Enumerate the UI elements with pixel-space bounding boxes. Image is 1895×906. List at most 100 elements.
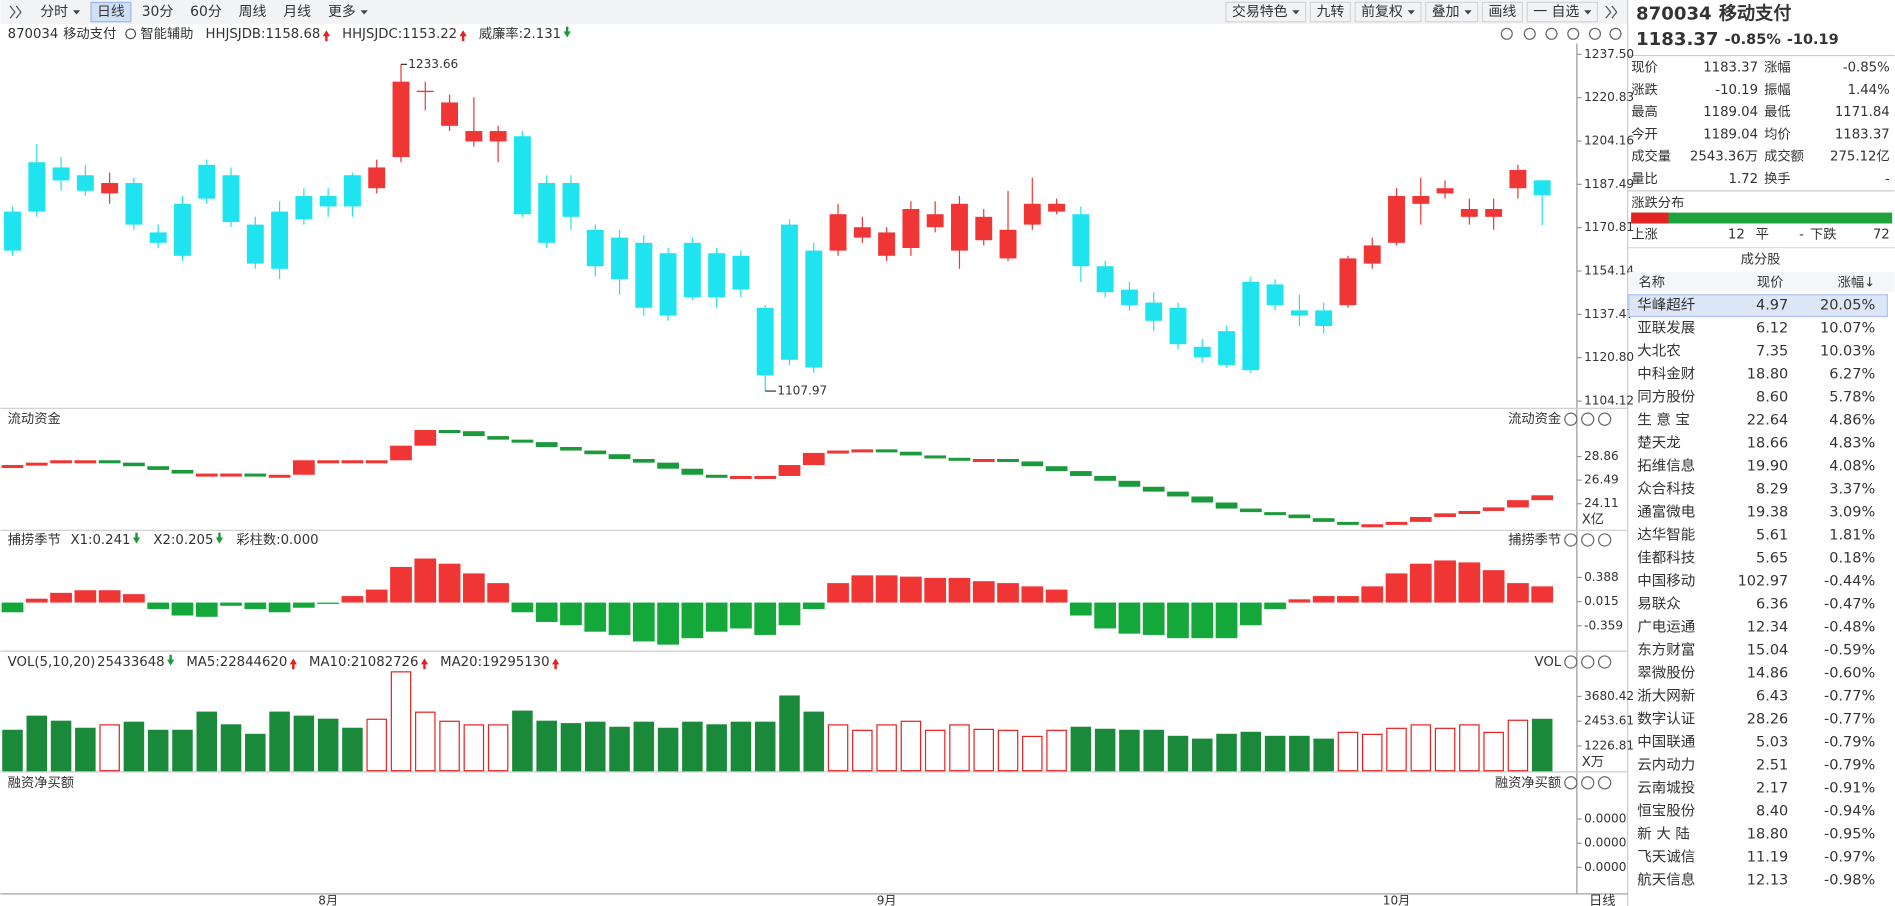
hunt-bar bbox=[414, 558, 437, 603]
hunt-bar bbox=[1118, 602, 1141, 634]
panel-icon[interactable] bbox=[1598, 533, 1612, 547]
component-name[interactable]: 亚联发展 bbox=[1637, 320, 1695, 337]
table-title: 成分股 bbox=[1741, 252, 1781, 268]
toolbar-button[interactable]: 分时 bbox=[40, 4, 68, 20]
panel-icon[interactable] bbox=[1564, 533, 1578, 547]
quote-value: - bbox=[1885, 172, 1890, 187]
panel-title: 捕捞季节 bbox=[8, 532, 61, 548]
hunt-bar bbox=[74, 590, 97, 603]
component-name[interactable]: 翠微股份 bbox=[1637, 665, 1695, 682]
component-name[interactable]: 新 大 陆 bbox=[1637, 826, 1690, 843]
chart-tool-icon[interactable] bbox=[1588, 27, 1602, 40]
component-name[interactable]: 楚天龙 bbox=[1637, 435, 1680, 452]
toolbar-button[interactable]: 九转 bbox=[1316, 4, 1344, 20]
panel-icon[interactable] bbox=[1598, 655, 1612, 669]
chart-tool-icon[interactable] bbox=[1500, 27, 1513, 40]
high-annotation: 1233.66 bbox=[408, 57, 458, 71]
table-header[interactable]: 涨幅↓ bbox=[1838, 275, 1876, 291]
component-name[interactable]: 数字认证 bbox=[1637, 711, 1695, 728]
toolbar-button[interactable]: 交易特色 bbox=[1232, 3, 1288, 20]
component-change: 20.05% bbox=[1820, 298, 1875, 314]
flow-bar bbox=[1482, 507, 1505, 511]
table-header[interactable]: 现价 bbox=[1757, 276, 1784, 291]
component-name[interactable]: 中科金财 bbox=[1637, 366, 1695, 383]
volume-bar bbox=[1289, 735, 1310, 772]
chart-tool-icon[interactable] bbox=[1523, 27, 1536, 40]
hunt-bar bbox=[851, 575, 874, 603]
assist-icon[interactable] bbox=[125, 28, 137, 40]
candle-body bbox=[926, 214, 944, 228]
component-name[interactable]: 拓维信息 bbox=[1637, 458, 1695, 475]
toolbar-button[interactable]: 一 自选 bbox=[1533, 4, 1579, 20]
panel-icon[interactable] bbox=[1564, 776, 1578, 790]
chart-tool-icon[interactable] bbox=[1609, 27, 1622, 40]
volume-bar bbox=[706, 724, 727, 772]
component-name[interactable]: 广电运通 bbox=[1637, 619, 1695, 636]
candle-body bbox=[1218, 331, 1236, 365]
component-name[interactable]: 飞天诚信 bbox=[1637, 849, 1695, 866]
component-name[interactable]: 东方财富 bbox=[1637, 641, 1695, 659]
toolbar-button[interactable]: 周线 bbox=[239, 4, 267, 20]
panel-icon[interactable] bbox=[1598, 776, 1612, 790]
candle-body bbox=[101, 183, 119, 194]
table-header[interactable]: 名称 bbox=[1638, 275, 1665, 291]
toolbar-button[interactable]: 画线 bbox=[1489, 4, 1517, 20]
component-name[interactable]: 恒宝股份 bbox=[1637, 803, 1695, 820]
component-name[interactable]: 佳都科技 bbox=[1637, 550, 1695, 567]
volume-bar bbox=[1313, 738, 1334, 772]
toolbar-bg bbox=[0, 0, 1895, 25]
hunt-bar bbox=[657, 602, 679, 645]
component-change: 10.03% bbox=[1820, 344, 1875, 360]
component-change: 6.27% bbox=[1829, 367, 1875, 383]
panel-icon[interactable] bbox=[1564, 655, 1578, 669]
candle-body bbox=[319, 196, 337, 207]
component-change: -0.79% bbox=[1824, 758, 1875, 774]
collapse-icon[interactable] bbox=[9, 5, 22, 19]
component-name[interactable]: 华峰超纤 bbox=[1637, 297, 1695, 314]
panel-icon[interactable] bbox=[1564, 412, 1578, 426]
hunt-bar bbox=[293, 602, 315, 608]
component-name[interactable]: 浙大网新 bbox=[1637, 688, 1695, 705]
volume-bar bbox=[50, 720, 72, 772]
toolbar-button[interactable]: 30分 bbox=[142, 4, 174, 20]
candle-body bbox=[1485, 209, 1503, 217]
volume-bar bbox=[900, 720, 922, 772]
component-name[interactable]: 易联众 bbox=[1637, 596, 1680, 613]
toolbar-button[interactable]: 60分 bbox=[190, 4, 222, 20]
panel-icon[interactable] bbox=[1581, 533, 1595, 547]
x-tick-label: 9月 bbox=[877, 894, 897, 906]
volume-bar bbox=[1070, 726, 1092, 772]
panel-icon[interactable] bbox=[1581, 412, 1595, 426]
toolbar-button[interactable]: 更多 bbox=[328, 3, 356, 20]
volume-bar bbox=[536, 720, 557, 772]
panel-icon[interactable] bbox=[1598, 412, 1612, 426]
volume-bar bbox=[1386, 727, 1407, 772]
toolbar-button[interactable]: 叠加 bbox=[1432, 4, 1460, 20]
volume-bar bbox=[1264, 735, 1286, 772]
component-name[interactable]: 中国移动 bbox=[1637, 573, 1695, 590]
flow-bar bbox=[268, 474, 291, 478]
component-name[interactable]: 航天信息 bbox=[1637, 872, 1695, 889]
toolbar-button[interactable]: 日线 bbox=[97, 4, 125, 20]
chart-tool-icon[interactable] bbox=[1545, 27, 1558, 40]
component-name[interactable]: 众合科技 bbox=[1637, 481, 1695, 498]
component-name[interactable]: 大北农 bbox=[1637, 343, 1680, 360]
component-name[interactable]: 云内动力 bbox=[1637, 757, 1695, 774]
candle-body bbox=[1290, 310, 1308, 316]
flow-bar bbox=[1239, 508, 1262, 513]
panel-icon[interactable] bbox=[1581, 655, 1595, 669]
chart-tool-icon[interactable] bbox=[1567, 27, 1580, 40]
component-name[interactable]: 云南城投 bbox=[1637, 780, 1695, 797]
component-name[interactable]: 同方股份 bbox=[1637, 389, 1695, 406]
component-name[interactable]: 生 意 宝 bbox=[1637, 411, 1690, 429]
component-name[interactable]: 达华智能 bbox=[1637, 527, 1695, 544]
toolbar-button[interactable]: 月线 bbox=[283, 4, 311, 20]
volume-bar bbox=[1094, 728, 1116, 772]
volume-bar bbox=[75, 727, 96, 772]
toolbar-button[interactable]: 前复权 bbox=[1361, 3, 1403, 20]
expand-icon[interactable] bbox=[1605, 5, 1618, 19]
component-name[interactable]: 中国联通 bbox=[1637, 734, 1695, 751]
component-name[interactable]: 通富微电 bbox=[1637, 503, 1695, 521]
panel-icon[interactable] bbox=[1581, 776, 1595, 790]
side-panel-bg bbox=[1627, 0, 1895, 906]
